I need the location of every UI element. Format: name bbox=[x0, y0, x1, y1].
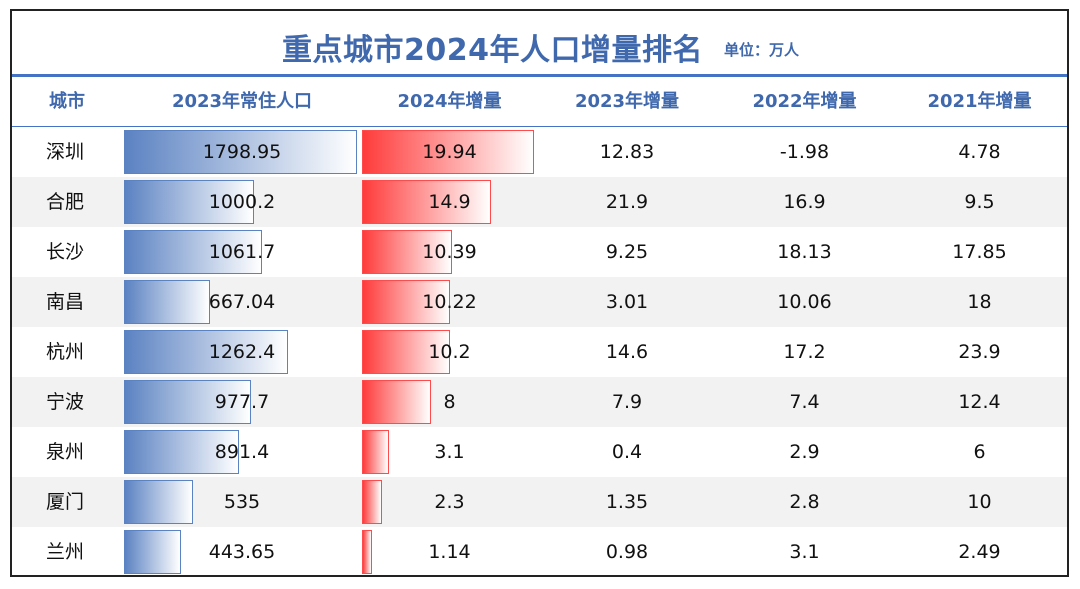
unit-label: 单位：万人 bbox=[724, 41, 800, 59]
inc2021-value: 10 bbox=[967, 491, 992, 513]
inc2024-bar bbox=[362, 430, 389, 474]
inc2021-value: 6 bbox=[973, 441, 986, 463]
table-row: 深圳 1798.95 19.94 12.83 -1.98 4.78 bbox=[12, 127, 1067, 177]
table-frame: 重点城市2024年人口增量排名 单位：万人 城市 2023年常住人口 2024年… bbox=[10, 9, 1069, 577]
inc2024-bar bbox=[362, 330, 450, 374]
inc2021-value: 18 bbox=[967, 291, 992, 313]
inc2021-value: 17.85 bbox=[952, 241, 1007, 263]
table-row: 宁波 977.7 8 7.9 7.4 12.4 bbox=[12, 377, 1067, 427]
table-row: 南昌 667.04 10.22 3.01 10.06 18 bbox=[12, 277, 1067, 327]
table-row: 兰州 443.65 1.14 0.98 3.1 2.49 bbox=[12, 527, 1067, 577]
pop2023-value: 1061.7 bbox=[208, 241, 276, 263]
pop2023-value: 1262.4 bbox=[208, 341, 276, 363]
inc2021-value: 12.4 bbox=[958, 391, 1001, 413]
pop2023-value: 535 bbox=[223, 491, 261, 513]
pop2023-bar bbox=[124, 380, 251, 424]
inc2022-value: -1.98 bbox=[779, 141, 830, 163]
city-cell: 厦门 bbox=[46, 491, 85, 513]
inc2024-bar bbox=[362, 130, 534, 174]
inc2023-value: 7.9 bbox=[611, 391, 643, 413]
inc2023-value: 9.25 bbox=[605, 241, 649, 263]
inc2024-value: 10.2 bbox=[428, 341, 471, 363]
pop2023-bar bbox=[124, 430, 239, 474]
pop2023-bar bbox=[124, 480, 193, 524]
table-row: 杭州 1262.4 10.2 14.6 17.2 23.9 bbox=[12, 327, 1067, 377]
inc2023-value: 3.01 bbox=[605, 291, 649, 313]
inc2024-bar bbox=[362, 480, 382, 524]
city-cell: 宁波 bbox=[46, 391, 85, 413]
inc2022-value: 7.4 bbox=[789, 391, 820, 413]
pop2023-value: 891.4 bbox=[214, 441, 270, 463]
pop2023-value: 1798.95 bbox=[202, 141, 282, 163]
inc2024-bar bbox=[362, 280, 450, 324]
page-title: 重点城市2024年人口增量排名 bbox=[282, 33, 703, 68]
inc2024-value: 2.3 bbox=[434, 491, 465, 513]
title-row: 重点城市2024年人口增量排名 单位：万人 bbox=[12, 11, 1067, 74]
inc2021-value: 2.49 bbox=[958, 541, 1001, 563]
inc2023-value: 0.98 bbox=[605, 541, 649, 563]
header-inc2022: 2022年增量 bbox=[752, 91, 857, 112]
inc2024-value: 3.1 bbox=[434, 441, 465, 463]
header-city: 城市 bbox=[49, 91, 85, 112]
city-cell: 杭州 bbox=[46, 341, 85, 363]
inc2024-value: 14.9 bbox=[428, 191, 471, 213]
inc2024-bar bbox=[362, 530, 372, 574]
pop2023-bar bbox=[124, 130, 357, 174]
inc2021-value: 4.78 bbox=[958, 141, 1001, 163]
pop2023-bar bbox=[124, 180, 254, 224]
inc2022-value: 2.8 bbox=[789, 491, 820, 513]
table-row: 泉州 891.4 3.1 0.4 2.9 6 bbox=[12, 427, 1067, 477]
inc2022-value: 18.13 bbox=[777, 241, 832, 263]
pop2023-value: 667.04 bbox=[208, 291, 276, 313]
inc2023-value: 21.9 bbox=[605, 191, 649, 213]
inc2022-value: 3.1 bbox=[789, 541, 820, 563]
inc2024-value: 10.39 bbox=[422, 241, 477, 263]
inc2024-bar bbox=[362, 180, 491, 224]
pop2023-value: 443.65 bbox=[208, 541, 276, 563]
inc2021-value: 9.5 bbox=[964, 191, 995, 213]
inc2022-value: 16.9 bbox=[783, 191, 826, 213]
table-row: 长沙 1061.7 10.39 9.25 18.13 17.85 bbox=[12, 227, 1067, 277]
header-inc2021: 2021年增量 bbox=[927, 91, 1032, 112]
inc2023-value: 12.83 bbox=[599, 141, 655, 163]
inc2022-value: 2.9 bbox=[789, 441, 820, 463]
header-inc2023: 2023年增量 bbox=[574, 91, 680, 112]
inc2024-value: 10.22 bbox=[422, 291, 477, 313]
city-cell: 兰州 bbox=[46, 541, 85, 563]
pop2023-bar bbox=[124, 230, 262, 274]
city-cell: 泉州 bbox=[46, 441, 85, 463]
city-cell: 深圳 bbox=[46, 141, 85, 163]
city-cell: 南昌 bbox=[46, 291, 85, 313]
inc2021-value: 23.9 bbox=[958, 341, 1001, 363]
inc2022-value: 17.2 bbox=[783, 341, 826, 363]
table-header: 城市 2023年常住人口 2024年增量 2023年增量 2022年增量 202… bbox=[12, 77, 1067, 127]
inc2024-bar bbox=[362, 380, 431, 424]
pop2023-value: 977.7 bbox=[214, 391, 270, 413]
pop2023-value: 1000.2 bbox=[208, 191, 276, 213]
title-divider bbox=[12, 74, 1067, 77]
city-cell: 长沙 bbox=[46, 241, 85, 263]
inc2024-bar bbox=[362, 230, 452, 274]
header-pop2023: 2023年常住人口 bbox=[171, 91, 313, 112]
inc2022-value: 10.06 bbox=[777, 291, 832, 313]
table-row: 厦门 535 2.3 1.35 2.8 10 bbox=[12, 477, 1067, 527]
inc2023-value: 14.6 bbox=[605, 341, 649, 363]
inc2023-value: 0.4 bbox=[611, 441, 643, 463]
pop2023-bar bbox=[124, 280, 210, 324]
header-inc2024: 2024年增量 bbox=[397, 91, 502, 112]
inc2024-value: 8 bbox=[443, 391, 456, 413]
pop2023-bar bbox=[124, 530, 181, 574]
pop2023-bar bbox=[124, 330, 288, 374]
inc2024-value: 19.94 bbox=[422, 141, 477, 163]
inc2024-value: 1.14 bbox=[428, 541, 471, 563]
inc2023-value: 1.35 bbox=[605, 491, 649, 513]
table-row: 合肥 1000.2 14.9 21.9 16.9 9.5 bbox=[12, 177, 1067, 227]
city-cell: 合肥 bbox=[46, 191, 85, 213]
